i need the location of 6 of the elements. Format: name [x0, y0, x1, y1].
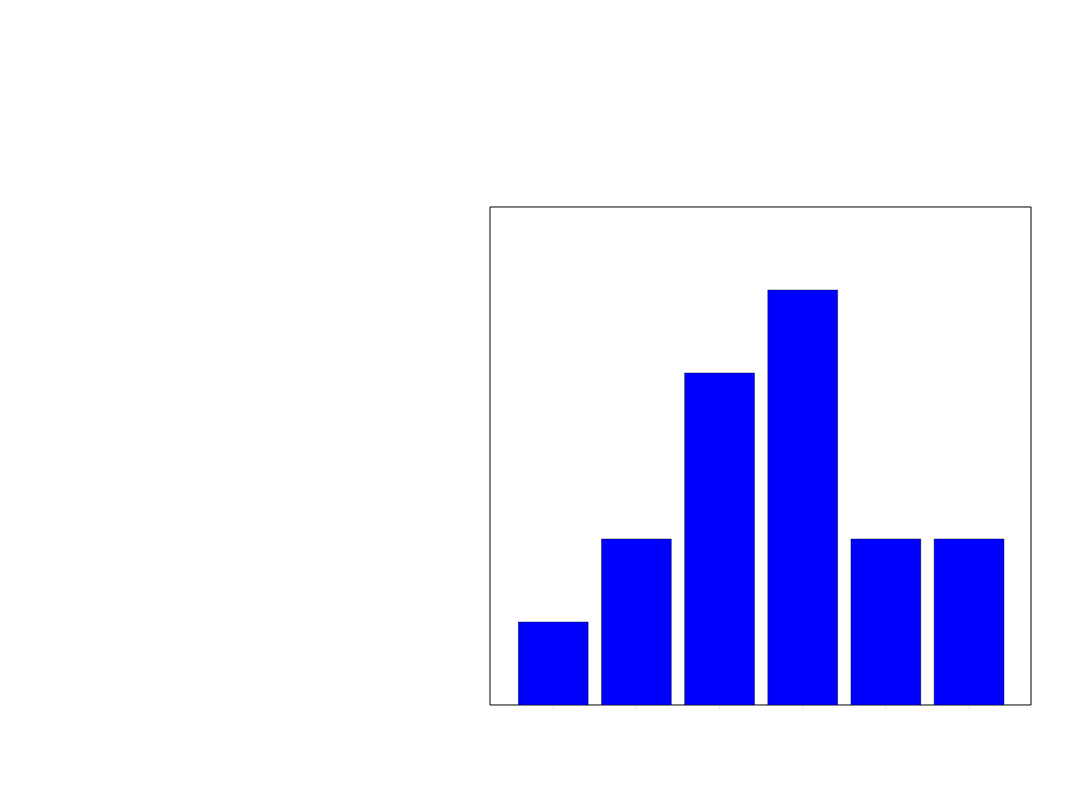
- bar: [767, 289, 838, 705]
- bar: [933, 538, 1005, 705]
- bar: [518, 621, 589, 705]
- bar: [684, 372, 755, 705]
- bar: [601, 538, 672, 705]
- bar: [850, 538, 922, 705]
